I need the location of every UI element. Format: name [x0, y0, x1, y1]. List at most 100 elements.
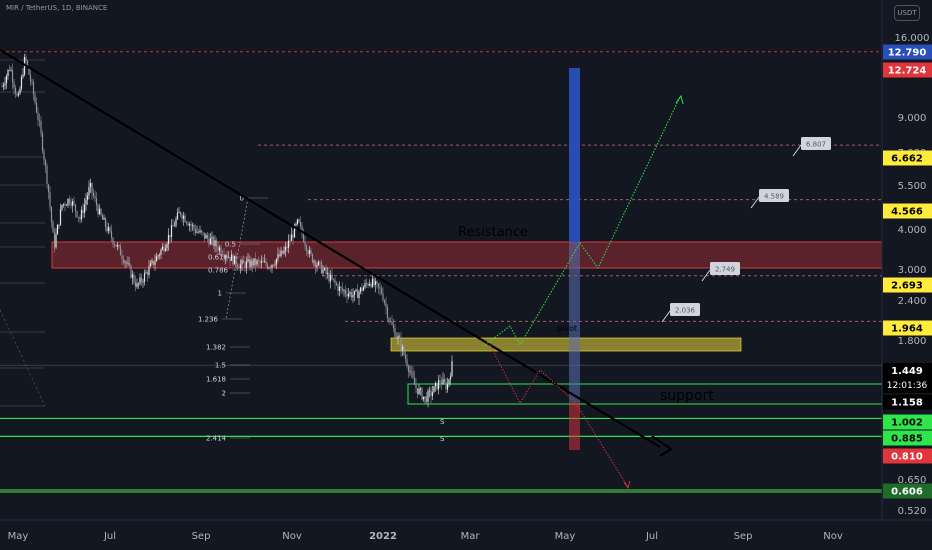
candle-body [133, 274, 135, 283]
target-label-box [670, 303, 700, 316]
candle-body [250, 260, 252, 267]
candle-body [391, 321, 393, 325]
candle-body [337, 284, 339, 291]
candle-body [209, 238, 212, 245]
candle-body [404, 354, 407, 360]
candle-body [221, 253, 224, 256]
candle-body [158, 254, 161, 256]
candle-body [311, 254, 314, 263]
candle-body [53, 232, 56, 248]
candle-body [335, 283, 338, 285]
candle-body [190, 224, 192, 226]
price-badge [883, 363, 932, 393]
candle-body [49, 192, 51, 207]
target-pointer [701, 269, 711, 282]
candle-body [226, 256, 228, 258]
candle-body [436, 383, 438, 390]
candle-body [395, 336, 398, 338]
price-badge [883, 414, 932, 430]
candle-body [164, 248, 167, 251]
candle-body [433, 386, 435, 393]
candle-body [287, 240, 290, 248]
candle-body [392, 324, 395, 328]
candle-body [236, 264, 239, 268]
candle-body [200, 230, 203, 233]
candle-body [67, 198, 69, 206]
candle-body [13, 82, 15, 88]
fib-level-label: 1 [218, 290, 222, 298]
candle-body [46, 165, 48, 185]
candle-body [139, 277, 141, 284]
price-badge-label: 1.158 [891, 398, 923, 409]
target-pointer [661, 310, 671, 323]
candle-body [304, 241, 306, 246]
candle-body [89, 183, 92, 187]
candle-body [257, 260, 260, 262]
price-badge-label: 12.790 [888, 48, 927, 59]
candle-body [374, 281, 377, 285]
candle-body [275, 258, 278, 265]
pivot-zone [390, 337, 742, 352]
price-tick-label: 0.650 [898, 475, 927, 486]
candle-body [371, 278, 374, 287]
time-tick-label: Nov [823, 531, 843, 542]
candle-body [343, 290, 345, 292]
candle-body [40, 120, 42, 133]
candle-body [28, 66, 30, 75]
candle-body [113, 243, 116, 245]
currency-button[interactable]: USDT [894, 5, 920, 21]
candle-body [146, 272, 149, 275]
candle-body [212, 237, 215, 246]
candle-body [286, 246, 288, 248]
candle-body [94, 195, 96, 199]
candle-body [350, 292, 353, 298]
candle-body [82, 209, 84, 213]
candle-body [79, 217, 81, 220]
price-tick-label: 4.000 [898, 225, 927, 236]
candle-body [34, 94, 36, 103]
candle-body [272, 264, 275, 266]
target-label-box [710, 262, 740, 275]
price-badge [883, 430, 932, 446]
candle-body [64, 203, 66, 206]
target-pointer [750, 196, 760, 209]
candle-body [161, 246, 164, 250]
candle-body [241, 260, 243, 265]
candle-body [130, 265, 132, 278]
candle-body [197, 231, 200, 233]
candle-body [430, 390, 432, 396]
candle-body [238, 267, 240, 269]
candle-body [44, 160, 47, 166]
candle-body [427, 391, 429, 402]
candle-body [178, 212, 180, 213]
candle-body [184, 215, 186, 222]
candle-body [266, 264, 269, 269]
candle-body [356, 289, 359, 299]
candle-body [248, 259, 251, 267]
candle-body [199, 230, 201, 233]
bullish-arrowhead [675, 94, 684, 105]
candle-body [58, 224, 60, 226]
candle-body [329, 274, 332, 282]
candle-body [122, 258, 125, 263]
candle-body [83, 204, 86, 213]
target-label-box [801, 137, 831, 150]
projection-bar-bottom [569, 402, 580, 450]
candle-body [110, 230, 113, 238]
candle-body [167, 234, 170, 245]
price-badge [883, 277, 932, 293]
candle-body [29, 74, 32, 82]
candle-body [193, 225, 195, 230]
candle-body [230, 254, 233, 261]
candle-body [347, 293, 350, 297]
candle-body [365, 283, 368, 284]
candle-body [121, 255, 123, 259]
time-tick-label: May [8, 531, 29, 542]
candle-body [359, 287, 362, 292]
candle-body [215, 240, 218, 247]
price-tick-label: 5.500 [898, 181, 927, 192]
candle-body [181, 214, 183, 219]
candle-body [439, 380, 441, 383]
candle-body [70, 202, 72, 206]
